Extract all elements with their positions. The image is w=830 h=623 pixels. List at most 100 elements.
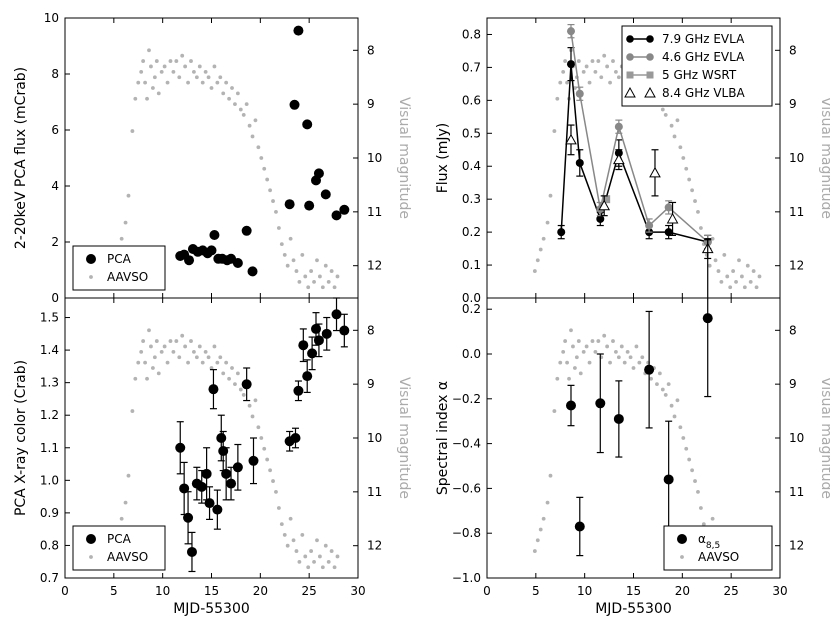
aavso-point — [271, 199, 275, 203]
legend-marker — [89, 555, 93, 559]
aavso-point — [545, 220, 550, 225]
aavso-point — [616, 355, 621, 360]
data-point — [284, 199, 295, 210]
y2-tick-label: 10 — [789, 151, 804, 165]
aavso-point — [569, 328, 573, 333]
data-point — [331, 309, 342, 320]
aavso-point — [740, 274, 744, 279]
aavso-point — [748, 279, 753, 284]
y-tick-label: 8 — [51, 67, 59, 81]
aavso-point — [548, 193, 553, 198]
legend-marker — [626, 71, 634, 79]
aavso-point — [221, 91, 226, 96]
aavso-point — [183, 64, 188, 69]
aavso-point — [745, 263, 750, 268]
aavso-point — [177, 355, 182, 360]
x-tick-label: 10 — [577, 584, 592, 598]
aavso-point — [206, 355, 211, 360]
aavso-point — [300, 253, 305, 257]
panel-top-right: 0.0 0.1 0.2 0.3 0.4 0.5 0.6 0.7 0.8 8 9 10 11 12 Flux … — [435, 17, 830, 305]
aavso-point — [194, 75, 199, 80]
aavso-point — [657, 371, 662, 376]
aavso-point — [335, 554, 340, 559]
aavso-point — [675, 398, 680, 403]
data-point — [566, 60, 575, 69]
aavso-point — [149, 64, 153, 69]
aavso-point — [757, 274, 762, 279]
data-point — [565, 400, 576, 411]
y2-tick-label: 9 — [367, 97, 375, 111]
y2-tick-label: 12 — [789, 539, 804, 553]
y-tick-label: −0.4 — [452, 437, 481, 451]
aavso-point — [291, 258, 296, 263]
aavso-point — [545, 500, 550, 505]
aavso-point — [262, 166, 267, 171]
y-tick-label: −0.8 — [452, 526, 481, 540]
data-point — [649, 166, 661, 178]
aavso-point — [666, 382, 671, 387]
data-point — [290, 433, 301, 443]
aavso-point — [271, 479, 275, 483]
aavso-point — [171, 349, 176, 354]
data-point — [232, 258, 243, 268]
aavso-point — [230, 86, 234, 90]
y-tick-label: 0.1 — [462, 258, 481, 272]
aavso-point — [663, 393, 668, 397]
data-point — [565, 133, 577, 145]
legend-label: 7.9 GHz EVLA — [662, 32, 745, 46]
aavso-point — [203, 69, 208, 74]
aavso-point — [690, 188, 694, 193]
aavso-point — [616, 75, 621, 80]
legend-box — [72, 245, 166, 291]
legend-label: AAVSO — [107, 270, 148, 284]
aavso-point — [227, 96, 231, 101]
y-tick-label: 0.2 — [462, 225, 481, 239]
aavso-point — [143, 80, 147, 85]
x-tick-label: 20 — [675, 584, 690, 598]
y-tick-label: 0.8 — [40, 538, 59, 552]
y2-tick-label: 9 — [367, 377, 375, 391]
y-tick-label: 10 — [44, 11, 59, 25]
data-point — [232, 462, 243, 473]
y-tick-label: 0.7 — [462, 60, 481, 74]
aavso-point — [578, 371, 583, 376]
aavso-point — [587, 80, 592, 85]
aavso-point — [285, 543, 290, 548]
aavso-point — [602, 333, 607, 338]
data-point — [645, 221, 654, 230]
aavso-point — [133, 96, 138, 101]
aavso-point — [119, 236, 124, 241]
aavso-point — [663, 113, 668, 117]
legend-marker — [644, 86, 656, 98]
y2-tick-label: 10 — [789, 431, 804, 445]
aavso-point — [259, 156, 264, 160]
aavso-point — [123, 500, 128, 505]
aavso-point — [567, 376, 571, 381]
aavso-point — [573, 366, 577, 370]
x-tick-label: 25 — [724, 584, 739, 598]
aavso-point — [212, 64, 217, 69]
x-tick-label: 5 — [110, 584, 118, 598]
aavso-point — [297, 559, 302, 564]
aavso-point — [611, 59, 615, 63]
aavso-point — [268, 188, 272, 193]
y2-tick-label: 11 — [367, 485, 382, 499]
y2-tick-label: 12 — [367, 539, 382, 553]
data-point — [184, 255, 195, 266]
data-point — [204, 498, 215, 509]
aavso-point — [681, 436, 686, 440]
aavso-point — [200, 80, 205, 85]
legend-box — [663, 525, 773, 571]
aavso-point — [581, 349, 586, 354]
aavso-point — [145, 376, 149, 381]
data-point — [209, 230, 220, 240]
aavso-point — [159, 349, 164, 354]
aavso-point — [608, 80, 612, 85]
data-point — [339, 325, 350, 336]
aavso-point — [294, 269, 299, 273]
data-point — [302, 371, 313, 382]
data-point — [293, 25, 304, 36]
y-tick-label: 1.1 — [40, 441, 59, 455]
aavso-point — [276, 506, 281, 510]
y-tick-label: 0.7 — [40, 571, 59, 585]
